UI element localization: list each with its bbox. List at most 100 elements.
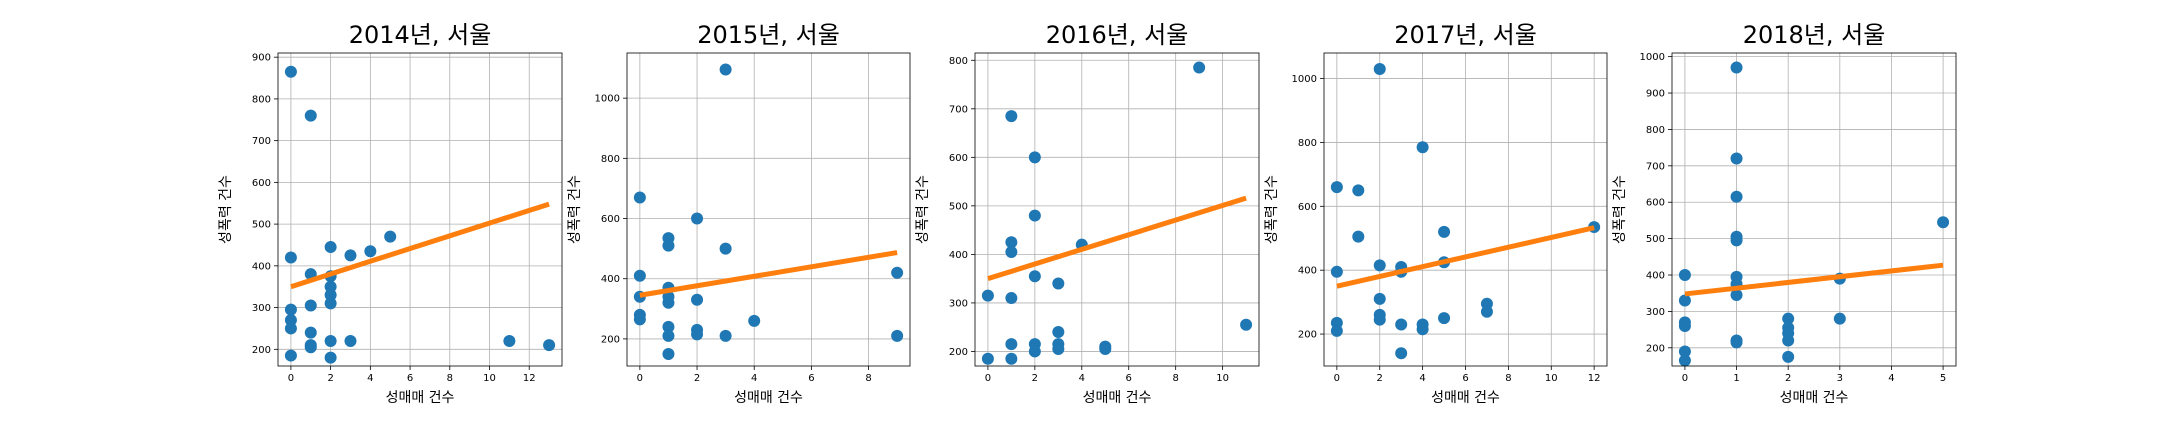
data-point: [285, 350, 297, 362]
x-tick-label: 12: [1588, 373, 1601, 384]
x-tick-label: 4: [1079, 373, 1085, 384]
data-point: [1481, 306, 1493, 318]
data-point: [1937, 216, 1949, 228]
data-point: [720, 64, 732, 76]
data-point: [1834, 313, 1846, 325]
x-tick-label: 4: [751, 373, 757, 384]
data-point: [1679, 320, 1691, 332]
chart-title: 2014년, 서울: [349, 21, 492, 49]
data-point: [305, 327, 317, 339]
y-tick-label: 300: [949, 298, 968, 309]
data-point: [662, 297, 674, 309]
data-point: [1438, 226, 1450, 238]
data-point: [1374, 293, 1386, 305]
data-point: [634, 313, 646, 325]
data-point: [662, 348, 674, 360]
x-tick-label: 2: [1032, 373, 1038, 384]
y-tick-label: 600: [1298, 202, 1317, 213]
data-point: [891, 330, 903, 342]
x-tick-label: 10: [1216, 373, 1229, 384]
x-tick-label: 0: [1682, 373, 1688, 384]
data-point: [1331, 325, 1343, 337]
y-tick-label: 700: [1646, 161, 1665, 172]
data-point: [1731, 62, 1743, 74]
data-point: [1731, 234, 1743, 246]
x-tick-label: 8: [865, 373, 871, 384]
data-point: [1679, 294, 1691, 306]
data-point: [325, 297, 337, 309]
data-point: [325, 335, 337, 347]
data-point: [305, 110, 317, 122]
data-point: [1395, 318, 1407, 330]
data-point: [305, 299, 317, 311]
x-axis-label: 성매매 건수: [1431, 390, 1500, 406]
data-point: [364, 245, 376, 257]
data-point: [1029, 270, 1041, 282]
plot-area: [627, 53, 910, 366]
data-point: [1005, 353, 1017, 365]
y-axis-label: 성폭력 건수: [218, 175, 234, 244]
data-point: [891, 267, 903, 279]
y-tick-label: 400: [1298, 266, 1317, 277]
y-tick-label: 800: [252, 94, 271, 105]
x-tick-label: 2: [694, 373, 700, 384]
data-point: [1782, 351, 1794, 363]
x-tick-label: 8: [1172, 373, 1178, 384]
y-tick-label: 600: [949, 153, 968, 164]
data-point: [1052, 278, 1064, 290]
data-point: [691, 328, 703, 340]
y-tick-label: 500: [949, 201, 968, 212]
data-point: [1679, 269, 1691, 281]
data-point: [691, 294, 703, 306]
y-tick-label: 1000: [1640, 52, 1665, 63]
data-point: [1052, 343, 1064, 355]
data-point: [748, 315, 760, 327]
data-point: [1005, 246, 1017, 258]
data-point: [1193, 62, 1205, 74]
data-point: [1374, 63, 1386, 75]
y-tick-label: 800: [1298, 138, 1317, 149]
y-tick-label: 500: [1646, 234, 1665, 245]
y-tick-label: 800: [949, 56, 968, 67]
y-tick-label: 200: [601, 334, 620, 345]
data-point: [325, 241, 337, 253]
y-tick-label: 300: [1646, 307, 1665, 318]
data-point: [1374, 314, 1386, 326]
y-tick-label: 200: [949, 347, 968, 358]
data-point: [1395, 347, 1407, 359]
x-tick-label: 8: [1505, 373, 1511, 384]
data-point: [662, 330, 674, 342]
data-point: [1731, 191, 1743, 203]
x-tick-label: 6: [407, 373, 413, 384]
data-point: [720, 330, 732, 342]
data-point: [285, 322, 297, 334]
y-tick-label: 800: [1646, 125, 1665, 136]
data-point: [1679, 355, 1691, 367]
data-point: [1731, 336, 1743, 348]
x-tick-label: 10: [1545, 373, 1558, 384]
x-tick-label: 2: [1377, 373, 1383, 384]
data-point: [1331, 266, 1343, 278]
data-point: [1731, 153, 1743, 165]
data-point: [1029, 210, 1041, 222]
y-tick-label: 200: [1298, 330, 1317, 341]
data-point: [285, 66, 297, 78]
x-tick-label: 8: [447, 373, 453, 384]
data-point: [1374, 259, 1386, 271]
y-tick-label: 700: [949, 104, 968, 115]
y-tick-label: 900: [252, 53, 271, 64]
x-tick-label: 0: [288, 373, 294, 384]
data-point: [1005, 110, 1017, 122]
data-point: [720, 243, 732, 255]
data-point: [1005, 292, 1017, 304]
x-tick-label: 4: [1888, 373, 1894, 384]
data-point: [1352, 184, 1364, 196]
y-tick-label: 600: [252, 178, 271, 189]
data-point: [1417, 141, 1429, 153]
y-axis-label: 성폭력 건수: [1264, 175, 1280, 244]
x-tick-label: 6: [808, 373, 814, 384]
y-tick-label: 400: [949, 250, 968, 261]
data-point: [1052, 326, 1064, 338]
data-point: [305, 341, 317, 353]
